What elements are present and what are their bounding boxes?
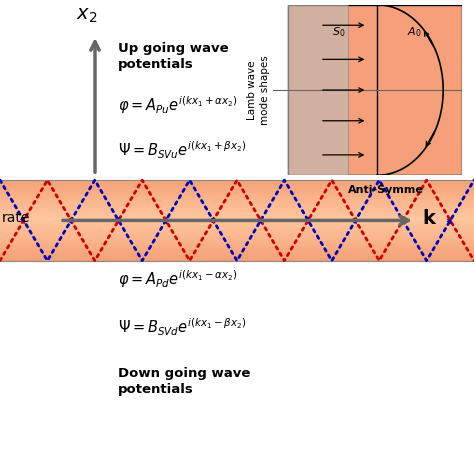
Text: $S_0$: $S_0$ [332,26,346,39]
Bar [0,237,474,238]
Bar [0,192,474,194]
Bar [0,198,474,201]
Bar [0,190,474,192]
Bar [0,180,474,182]
Text: $\varphi = A_{Pd}e^{i(kx_1-\alpha x_2)}$: $\varphi = A_{Pd}e^{i(kx_1-\alpha x_2)}$ [118,269,237,291]
Bar [0,217,474,219]
Bar [0,184,474,186]
Text: Down going wave
potentials: Down going wave potentials [118,367,250,396]
Bar [288,5,348,175]
Bar [0,246,474,249]
Bar [0,227,474,228]
Bar [0,196,474,198]
Bar [0,243,474,245]
Bar [288,5,348,175]
Bar [0,222,474,225]
Text: $\Psi = B_{SVu}e^{i(kx_1+\beta x_2)}$: $\Psi = B_{SVu}e^{i(kx_1+\beta x_2)}$ [118,139,246,161]
Text: $\mathbf{k}$: $\mathbf{k}$ [422,209,438,228]
Text: Lamb wave
mode shapes: Lamb wave mode shapes [247,55,270,125]
Bar [0,230,474,233]
Bar [0,201,474,202]
Text: Up going wave
potentials: Up going wave potentials [118,42,228,71]
Bar [0,251,474,253]
Text: $\varphi = A_{Pu}e^{i(kx_1+\alpha x_2)}$: $\varphi = A_{Pu}e^{i(kx_1+\alpha x_2)}$ [118,94,237,116]
Bar [0,220,474,222]
Bar [0,241,474,243]
Bar [0,210,474,212]
Bar [0,214,474,217]
Bar [0,202,474,204]
Bar [0,219,474,220]
Bar [0,257,474,259]
Bar [0,186,474,188]
Bar [0,209,474,210]
Bar [0,238,474,241]
Bar [0,194,474,196]
Bar [0,253,474,255]
Bar [0,255,474,257]
Bar [0,225,474,227]
Bar [0,249,474,251]
Bar [0,235,474,237]
Bar [0,245,474,246]
Text: Anti-Symme: Anti-Symme [348,185,424,195]
Bar [0,228,474,230]
Bar [0,188,474,190]
Text: $x_2$: $x_2$ [76,6,98,25]
Text: $A_0$: $A_0$ [408,26,422,39]
Bar [0,206,474,209]
Bar [0,259,474,261]
Bar [0,182,474,184]
Bar [0,212,474,214]
Bar [0,204,474,206]
Bar [0,233,474,235]
Text: rate: rate [2,211,30,226]
Text: $\Psi = B_{SVd}e^{i(kx_1-\beta x_2)}$: $\Psi = B_{SVd}e^{i(kx_1-\beta x_2)}$ [118,317,246,338]
